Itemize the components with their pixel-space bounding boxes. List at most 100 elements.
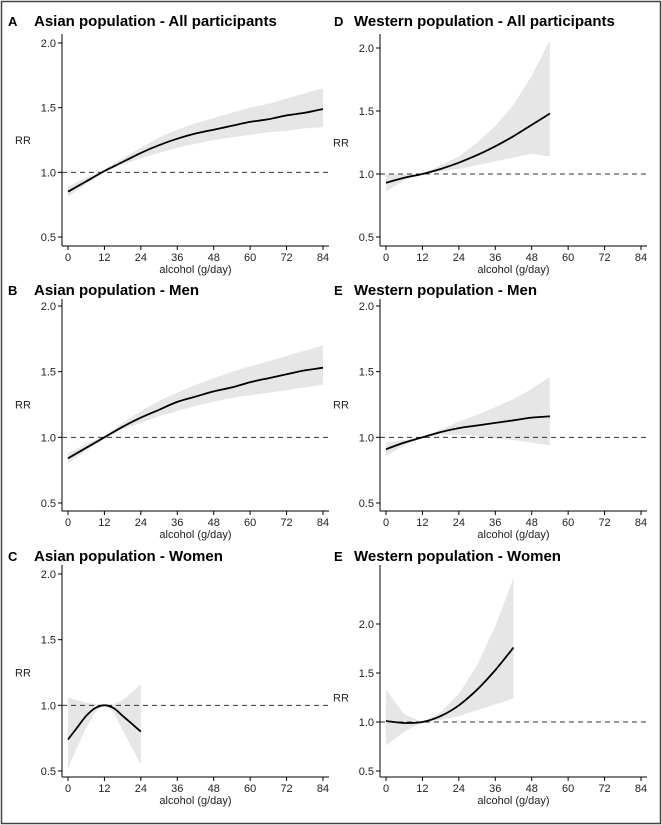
panel-title: Asian population - Women xyxy=(34,548,223,565)
x-tick-label: 48 xyxy=(526,252,538,264)
y-tick-label: 0.5 xyxy=(41,498,56,510)
x-axis-label: alcohol (g/day) xyxy=(159,529,231,541)
x-tick-label: 24 xyxy=(453,252,465,264)
x-axis-label: alcohol (g/day) xyxy=(477,795,549,807)
rr-curve xyxy=(385,112,551,184)
y-axis-label: RR xyxy=(333,400,349,412)
x-tick-label: 0 xyxy=(383,517,389,529)
rr-curve xyxy=(385,646,515,724)
x-tick-label: 48 xyxy=(526,783,538,795)
confidence-band xyxy=(386,577,514,746)
y-tick-label: 1.5 xyxy=(359,106,374,118)
y-tick-label: 2.0 xyxy=(359,301,374,313)
x-tick-label: 0 xyxy=(65,252,71,264)
x-tick-label: 60 xyxy=(244,783,256,795)
panel-letter: E xyxy=(334,549,343,564)
x-tick-label: 24 xyxy=(453,517,465,529)
x-axis-label: alcohol (g/day) xyxy=(477,264,549,276)
x-tick-label: 0 xyxy=(383,252,389,264)
panel-letter: D xyxy=(334,14,343,29)
x-tick-label: 24 xyxy=(135,517,147,529)
y-tick-label: 2.0 xyxy=(41,301,56,313)
x-tick-label: 60 xyxy=(562,252,574,264)
y-tick-label: 2.0 xyxy=(41,569,56,581)
x-tick-label: 84 xyxy=(635,252,647,264)
x-tick-label: 72 xyxy=(598,783,610,795)
x-tick-label: 0 xyxy=(383,783,389,795)
y-tick-label: 1.0 xyxy=(359,169,374,181)
x-tick-label: 0 xyxy=(65,517,71,529)
x-tick-label: 60 xyxy=(562,783,574,795)
x-tick-label: 36 xyxy=(171,783,183,795)
y-tick-label: 2.0 xyxy=(41,38,56,50)
x-tick-label: 84 xyxy=(635,517,647,529)
chart-panel-c: C Asian population - Women 0.5 1.0 1.5 2.0 0 12… xyxy=(8,548,329,807)
rr-curve xyxy=(67,108,324,193)
x-tick-label: 72 xyxy=(598,252,610,264)
x-tick-label: 12 xyxy=(98,252,110,264)
x-tick-label: 60 xyxy=(244,517,256,529)
rr-curve xyxy=(67,366,324,460)
x-tick-label: 36 xyxy=(171,252,183,264)
rr-curve xyxy=(67,704,142,741)
x-tick-label: 72 xyxy=(280,252,292,264)
panel-letter: C xyxy=(8,549,18,564)
x-tick-label: 36 xyxy=(489,252,501,264)
panel-letter: E xyxy=(334,283,343,298)
panel-title: Asian population - Men xyxy=(34,282,199,299)
y-tick-label: 1.0 xyxy=(359,717,374,729)
x-tick-label: 84 xyxy=(317,783,329,795)
y-tick-label: 0.5 xyxy=(359,232,374,244)
x-axis-label: alcohol (g/day) xyxy=(159,795,231,807)
rr-curve xyxy=(385,415,550,451)
x-tick-label: 36 xyxy=(489,783,501,795)
panel-letter: B xyxy=(8,283,17,298)
x-tick-label: 12 xyxy=(98,517,110,529)
y-axis-label: RR xyxy=(333,693,349,705)
panel-letter: A xyxy=(8,14,18,29)
y-tick-label: 0.5 xyxy=(359,498,374,510)
y-tick-label: 1.5 xyxy=(41,367,56,379)
chart-panel-a: A Asian population - All participants 0.5 1… xyxy=(8,13,329,276)
x-tick-label: 72 xyxy=(598,517,610,529)
y-tick-label: 1.5 xyxy=(359,367,374,379)
panel-title: Western population - Men xyxy=(354,282,537,299)
x-axis-label: alcohol (g/day) xyxy=(159,264,231,276)
y-tick-label: 0.5 xyxy=(359,766,374,778)
chart-panels: A Asian population - All participants 0.5 1… xyxy=(8,13,647,807)
x-tick-label: 24 xyxy=(135,783,147,795)
x-tick-label: 48 xyxy=(208,783,220,795)
y-axis-label: RR xyxy=(15,668,31,680)
y-axis-label: RR xyxy=(15,400,31,412)
y-tick-label: 1.5 xyxy=(359,668,374,680)
y-tick-label: 1.5 xyxy=(41,635,56,647)
confidence-band xyxy=(68,345,323,464)
y-tick-label: 2.0 xyxy=(359,43,374,55)
x-tick-label: 12 xyxy=(98,783,110,795)
y-tick-label: 1.0 xyxy=(41,700,56,712)
x-axis-label: alcohol (g/day) xyxy=(477,529,549,541)
x-tick-label: 12 xyxy=(416,517,428,529)
panel-title: Asian population - All participants xyxy=(34,13,277,30)
x-tick-label: 84 xyxy=(317,517,329,529)
chart-panel-b: B Asian population - Men 0.5 1.0 1.5 2.0 0 12 24… xyxy=(8,282,329,541)
x-tick-label: 24 xyxy=(453,783,465,795)
panel-title: Western population - Women xyxy=(354,548,561,565)
x-tick-label: 36 xyxy=(171,517,183,529)
y-tick-label: 0.5 xyxy=(41,766,56,778)
y-tick-label: 1.0 xyxy=(359,432,374,444)
x-tick-label: 24 xyxy=(135,252,147,264)
x-tick-label: 12 xyxy=(416,252,428,264)
x-tick-label: 60 xyxy=(244,252,256,264)
chart-panel-d: D Western population - All participants 0.… xyxy=(333,13,647,276)
x-tick-label: 12 xyxy=(416,783,428,795)
x-tick-label: 48 xyxy=(526,517,538,529)
y-tick-label: 1.5 xyxy=(41,103,56,115)
confidence-band xyxy=(68,88,323,197)
chart-panel-e2: E Western population - Women 0.5 1.0 1.5 2.0 0… xyxy=(333,548,647,807)
y-tick-label: 1.0 xyxy=(41,167,56,179)
chart-panel-e1: E Western population - Men 0.5 1.0 1.5 2.0 0 12… xyxy=(333,282,647,541)
x-tick-label: 84 xyxy=(635,783,647,795)
